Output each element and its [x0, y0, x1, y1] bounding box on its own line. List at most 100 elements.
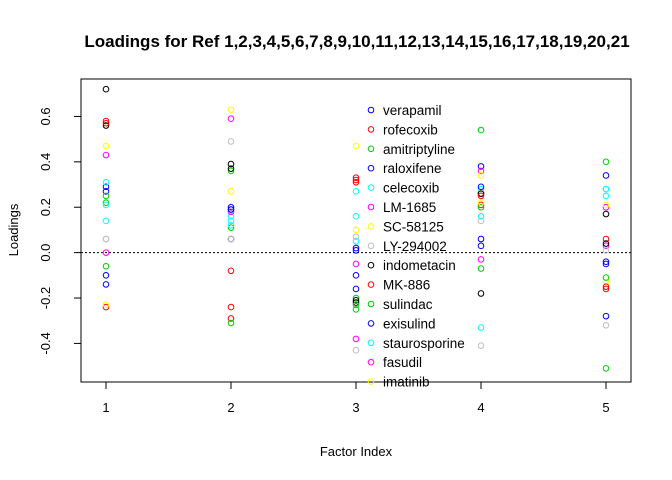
point-series-7-factor-3: [352, 142, 360, 150]
point-series-3-factor-5: [602, 158, 610, 166]
point-series-1-factor-1: [102, 188, 110, 195]
point-series-3-factor-1: [102, 192, 110, 200]
legend-label: exisulind: [383, 316, 436, 331]
point-series-2-factor-2: [227, 267, 235, 275]
y-tick-label: 0.2: [38, 198, 53, 216]
point-series-14-factor-2: [227, 208, 235, 216]
point-series-12-factor-5: [602, 260, 610, 268]
legend: verapamil rofecoxib amitriptyline raloxifen…: [367, 103, 465, 390]
point-series-6-factor-1: [102, 151, 110, 159]
legend-label: LY-294002: [383, 239, 447, 254]
legend-label: sulindac: [383, 297, 433, 312]
point-series-17-factor-2: [227, 165, 235, 172]
point-series-5-factor-2: [227, 217, 235, 225]
legend-label: rofecoxib: [383, 122, 438, 137]
point-series-21-factor-1: [102, 201, 110, 209]
point-series-16-factor-1: [102, 235, 110, 243]
point-series-21-factor-3: [352, 188, 360, 195]
point-series-8-factor-5: [602, 321, 610, 329]
y-axis-label: Loadings: [6, 203, 21, 256]
point-series-10-factor-3: [352, 176, 360, 184]
point-series-7-factor-4: [477, 172, 485, 179]
point-series-17-factor-1: [102, 122, 110, 129]
point-series-18-factor-2: [227, 315, 235, 322]
legend-label: MK-886: [383, 278, 430, 293]
point-series-18-factor-3: [352, 178, 360, 186]
legend-label: imatinib: [383, 375, 430, 390]
legend-symbol: [367, 242, 375, 250]
point-series-20-factor-5: [602, 258, 610, 266]
point-series-12-factor-1: [102, 281, 110, 288]
legend-symbol: [367, 300, 375, 308]
y-tick-label: -0.2: [38, 287, 53, 309]
legend-symbol: [367, 320, 375, 327]
point-series-15-factor-1: [102, 301, 110, 309]
point-series-19-factor-5: [602, 274, 610, 281]
point-series-12-factor-4: [477, 235, 485, 243]
point-series-18-factor-4: [477, 192, 485, 200]
y-tick-label: 0.6: [38, 107, 53, 125]
legend-symbol: [367, 223, 375, 230]
point-series-4-factor-4: [477, 163, 485, 170]
point-series-4-factor-1: [102, 183, 110, 191]
point-series-11-factor-4: [477, 203, 485, 211]
point-series-15-factor-3: [352, 226, 360, 234]
point-series-16-factor-4: [477, 217, 485, 225]
point-series-16-factor-3: [352, 233, 360, 241]
point-series-21-factor-2: [227, 222, 235, 229]
point-series-19-factor-1: [102, 199, 110, 206]
legend-label: celecoxib: [383, 181, 439, 196]
legend-label: fasudil: [383, 355, 422, 370]
point-series-11-factor-1: [102, 262, 110, 270]
point-series-6-factor-3: [352, 335, 360, 343]
point-series-19-factor-3: [352, 301, 360, 309]
chart-title: Loadings for Ref 1,2,3,4,5,6,7,8,9,10,11…: [84, 32, 629, 51]
point-series-14-factor-4: [477, 256, 485, 263]
point-series-12-factor-3: [352, 244, 360, 252]
point-series-6-factor-4: [477, 167, 485, 175]
point-series-19-factor-4: [477, 265, 485, 272]
x-tick-label: 4: [477, 400, 484, 415]
legend-label: amitriptyline: [383, 142, 455, 157]
point-series-20-factor-1: [102, 272, 110, 279]
legend-label: verapamil: [383, 103, 442, 118]
point-series-11-factor-3: [352, 306, 360, 313]
x-tick-label: 2: [227, 400, 234, 415]
point-series-3-factor-4: [477, 126, 485, 134]
point-series-9-factor-1: [102, 85, 110, 93]
point-series-13-factor-3: [352, 237, 360, 245]
point-series-7-factor-2: [227, 106, 235, 113]
data-points: [102, 85, 610, 372]
point-series-20-factor-3: [352, 247, 360, 254]
point-series-9-factor-5: [602, 210, 610, 218]
point-series-11-factor-5: [602, 365, 610, 372]
x-tick-label: 1: [102, 400, 109, 415]
point-series-4-factor-5: [602, 172, 610, 179]
point-series-6-factor-2: [227, 115, 235, 123]
point-series-10-factor-5: [602, 285, 610, 293]
point-series-14-factor-3: [352, 260, 360, 268]
y-tick-label: 0.0: [38, 244, 53, 262]
point-series-17-factor-5: [602, 240, 610, 247]
point-series-5-factor-1: [102, 178, 110, 186]
point-series-11-factor-2: [227, 224, 235, 231]
point-series-17-factor-4: [477, 190, 485, 197]
x-axis: 1 2 3 4 5: [102, 382, 610, 415]
y-tick-label: 0.4: [38, 153, 53, 171]
point-series-1-factor-5: [602, 312, 610, 320]
legend-symbol: [367, 261, 375, 269]
point-series-9-factor-3: [352, 299, 360, 306]
point-series-4-factor-3: [352, 272, 360, 279]
y-tick-label: -0.4: [38, 332, 53, 354]
point-series-1-factor-4: [477, 242, 485, 250]
point-series-13-factor-5: [602, 192, 610, 200]
point-series-20-factor-4: [477, 183, 485, 191]
point-series-15-factor-4: [477, 199, 485, 206]
point-series-16-factor-2: [227, 235, 235, 243]
legend-symbol: [367, 145, 375, 153]
x-tick-label: 3: [352, 400, 359, 415]
point-series-13-factor-4: [477, 324, 485, 331]
point-series-5-factor-4: [477, 185, 485, 193]
point-series-14-factor-1: [102, 249, 110, 256]
point-series-8-factor-3: [352, 346, 360, 354]
